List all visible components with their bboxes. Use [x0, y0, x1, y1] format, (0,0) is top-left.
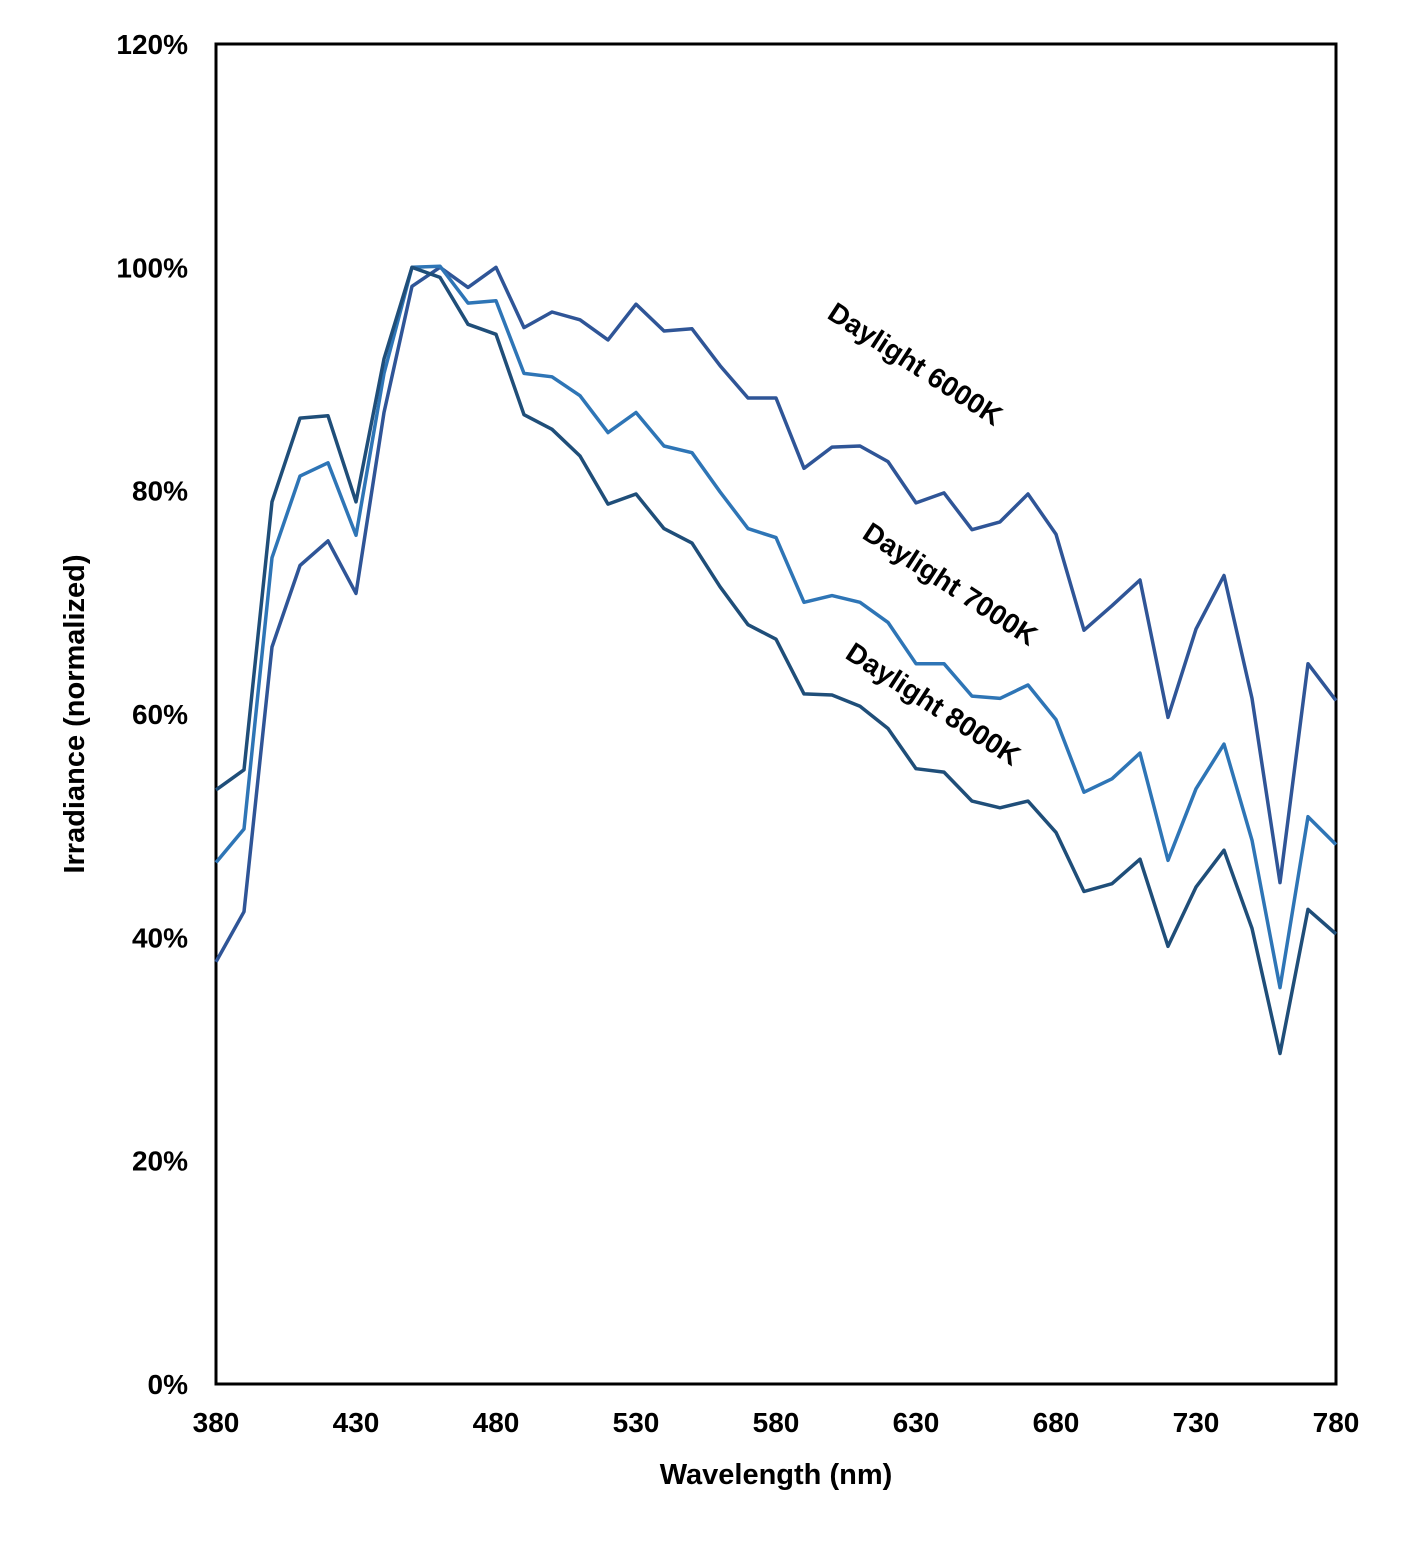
x-tick-label: 730 — [1173, 1407, 1220, 1438]
series-line-2 — [214, 264, 1338, 990]
x-tick-label: 780 — [1313, 1407, 1360, 1438]
x-axis-ticks: 380 430 480 530 580 630 680 730 780 — [193, 1407, 1360, 1438]
x-tick-label: 580 — [753, 1407, 800, 1438]
x-tick-label: 630 — [893, 1407, 940, 1438]
y-axis-title: Irradiance (normalized) — [59, 554, 91, 873]
y-tick-label: 60% — [132, 699, 188, 730]
series-line-1 — [214, 265, 1338, 963]
x-tick-label: 530 — [613, 1407, 660, 1438]
series-label-1: Daylight 6000K — [823, 296, 1008, 431]
y-axis-ticks: 0% 20% 40% 60% 80% 100% 120% — [116, 29, 188, 1400]
y-tick-label: 80% — [132, 476, 188, 507]
y-tick-label: 0% — [148, 1369, 189, 1400]
x-axis-title: Wavelength (nm) — [660, 1459, 893, 1491]
y-tick-label: 40% — [132, 922, 188, 953]
series-line-3 — [214, 265, 1338, 1056]
series-label-3: Daylight 8000K — [841, 636, 1026, 771]
series-label-2: Daylight 7000K — [858, 516, 1043, 651]
plot-area-frame — [214, 42, 1338, 1386]
y-tick-label: 120% — [116, 29, 188, 60]
series-lines — [214, 264, 1338, 1056]
y-tick-label: 20% — [132, 1146, 188, 1177]
x-tick-label: 380 — [193, 1407, 240, 1438]
x-tick-label: 430 — [333, 1407, 380, 1438]
x-tick-label: 480 — [473, 1407, 520, 1438]
x-tick-label: 680 — [1033, 1407, 1080, 1438]
y-tick-label: 100% — [116, 252, 188, 283]
